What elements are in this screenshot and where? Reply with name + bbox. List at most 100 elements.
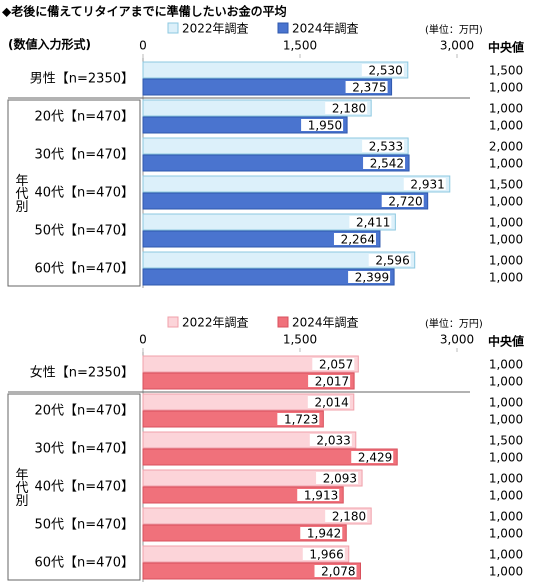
value-label: 2,399 xyxy=(355,271,389,285)
category-label: 30代【n=470】 xyxy=(35,148,135,163)
category-label: 50代【n=470】 xyxy=(35,224,135,239)
value-label: 2,429 xyxy=(358,451,392,465)
value-label-bg xyxy=(361,64,404,76)
bar xyxy=(142,431,357,449)
value-label-bg xyxy=(325,510,368,522)
median-value: 1,000 xyxy=(489,119,523,133)
median-value: 1,500 xyxy=(489,434,523,448)
bar xyxy=(142,175,451,193)
median-value: 1,000 xyxy=(489,548,523,562)
value-label-bg xyxy=(314,565,357,577)
legend-swatch xyxy=(277,316,289,328)
median-value: 1,000 xyxy=(489,254,523,268)
value-label-bg xyxy=(368,254,411,266)
value-label: 2,017 xyxy=(315,375,349,389)
value-label: 2,533 xyxy=(369,140,403,154)
value-label: 2,596 xyxy=(375,254,409,268)
bar xyxy=(142,507,372,525)
x-tick-label: 0 xyxy=(139,333,147,347)
median-value: 1,000 xyxy=(489,489,523,503)
value-label-bg xyxy=(312,358,355,370)
value-label-bg xyxy=(300,527,343,539)
value-label: 2,720 xyxy=(388,195,422,209)
bar xyxy=(142,524,347,542)
median-value: 1,000 xyxy=(489,375,523,389)
legend-label: 2024年調査 xyxy=(292,316,359,330)
bar xyxy=(142,192,429,210)
median-value: 1,000 xyxy=(489,451,523,465)
category-label: 男性【n=2350】 xyxy=(30,72,134,87)
x-tick-label: 3,000 xyxy=(440,39,474,53)
median-value: 1,000 xyxy=(489,102,523,116)
median-value: 1,500 xyxy=(489,64,523,78)
group-box xyxy=(7,99,141,287)
value-label-bg xyxy=(301,119,344,131)
bar xyxy=(142,372,355,390)
bar xyxy=(142,469,363,487)
legend-swatch xyxy=(167,22,179,34)
value-label: 2,057 xyxy=(319,358,353,372)
bar xyxy=(142,355,359,373)
unit-label: (単位：万円) xyxy=(425,317,483,330)
legend-swatch xyxy=(167,316,179,328)
x-tick-label: 3,000 xyxy=(440,333,474,347)
value-label: 2,014 xyxy=(314,396,348,410)
category-label: 20代【n=470】 xyxy=(35,404,135,419)
median-value: 1,000 xyxy=(489,195,523,209)
bar xyxy=(142,154,410,172)
chart-subtitle: (数値入力形式) xyxy=(8,37,91,52)
bar xyxy=(142,562,361,580)
median-value: 1,000 xyxy=(489,233,523,247)
value-label: 1,966 xyxy=(309,548,343,562)
value-label: 1,950 xyxy=(308,119,342,133)
bar xyxy=(142,137,409,155)
value-label-bg xyxy=(348,271,391,283)
value-label-bg xyxy=(308,375,351,387)
value-label-bg xyxy=(362,140,405,152)
value-label-bg xyxy=(307,396,350,408)
value-label-bg xyxy=(403,178,446,190)
median-value: 1,000 xyxy=(489,413,523,427)
value-label-bg xyxy=(309,434,352,446)
value-label: 2,411 xyxy=(356,216,390,230)
median-value: 1,000 xyxy=(489,81,523,95)
median-value: 1,000 xyxy=(489,216,523,230)
bar xyxy=(142,61,409,79)
bar xyxy=(142,230,381,248)
x-tick-label: 0 xyxy=(139,39,147,53)
median-value: 1,000 xyxy=(489,396,523,410)
value-label: 2,093 xyxy=(323,472,357,486)
median-value: 2,000 xyxy=(489,140,523,154)
category-label: 20代【n=470】 xyxy=(35,110,135,125)
value-label: 2,530 xyxy=(368,64,402,78)
category-label: 女性【n=2350】 xyxy=(30,365,134,381)
category-label: 60代【n=470】 xyxy=(35,556,135,571)
legend-swatch xyxy=(277,22,289,34)
value-label-bg xyxy=(297,489,340,501)
median-value: 1,000 xyxy=(489,510,523,524)
value-label: 2,375 xyxy=(352,81,386,95)
chart-title: ◆老後に備えてリタイアまでに準備したいお金の平均 xyxy=(2,4,287,19)
x-tick-label: 1,500 xyxy=(283,333,317,347)
value-label: 2,542 xyxy=(370,157,404,171)
value-label: 2,180 xyxy=(332,102,366,116)
value-label-bg xyxy=(302,548,345,560)
median-value: 1,500 xyxy=(489,178,523,192)
value-label: 2,180 xyxy=(332,510,366,524)
value-label: 1,723 xyxy=(284,413,318,427)
category-label: 30代【n=470】 xyxy=(35,442,135,457)
category-label: 40代【n=470】 xyxy=(35,480,135,495)
value-label-bg xyxy=(345,81,388,93)
median-header: 中央値 xyxy=(488,40,524,55)
median-value: 1,000 xyxy=(489,472,523,486)
bar xyxy=(142,99,372,117)
category-label: 50代【n=470】 xyxy=(35,518,135,533)
value-label-bg xyxy=(333,233,376,245)
bar xyxy=(142,251,416,269)
value-label: 2,264 xyxy=(341,233,375,247)
unit-label: (単位：万円) xyxy=(425,23,483,36)
legend-label: 2022年調査 xyxy=(182,316,249,330)
bar xyxy=(142,268,395,286)
category-label: 40代【n=470】 xyxy=(35,186,135,201)
